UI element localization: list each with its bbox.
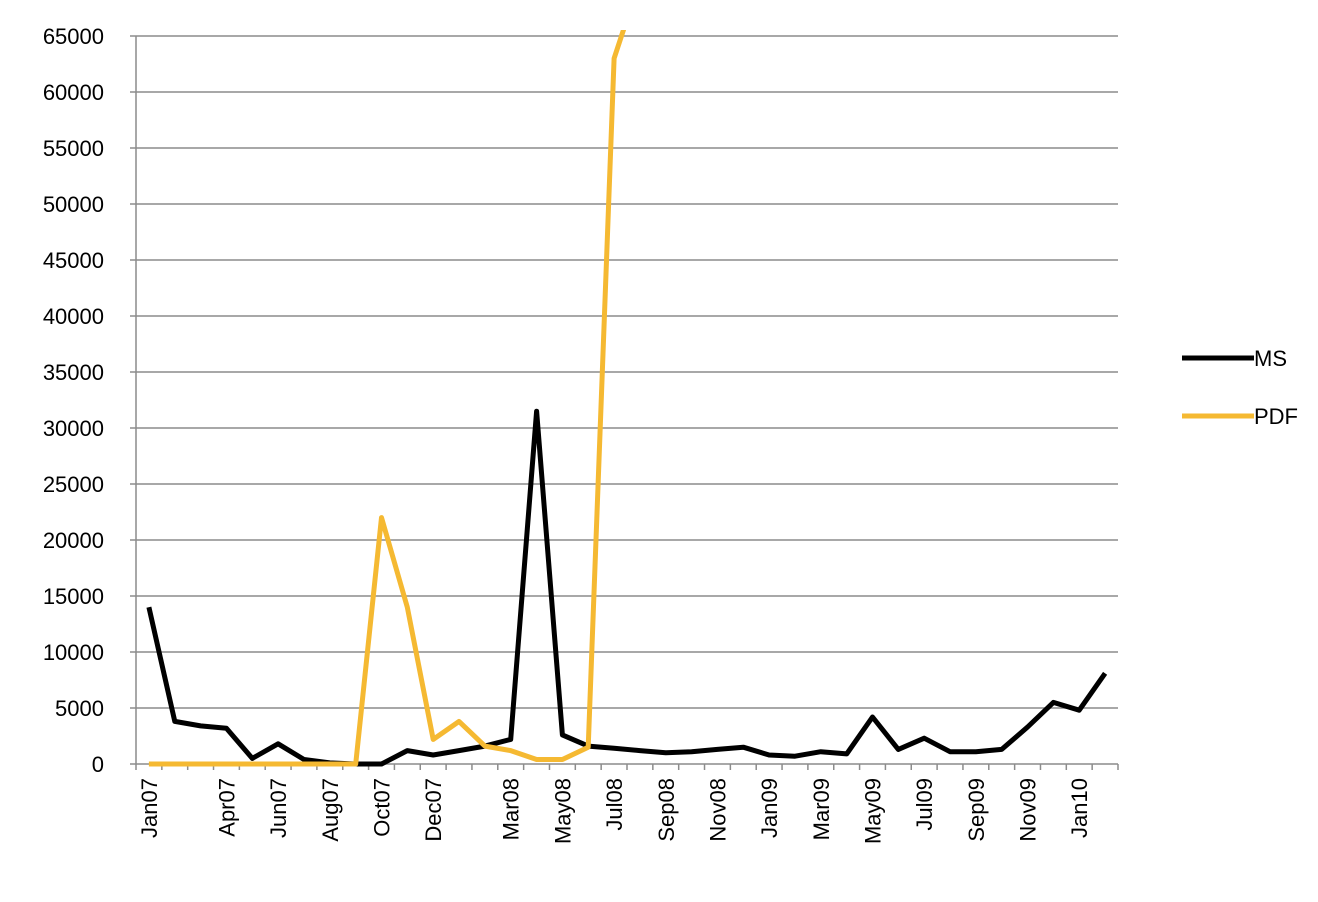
gridlines — [136, 35, 1118, 709]
y-tick-label: 25000 — [43, 472, 104, 497]
y-tick-label: 60000 — [43, 80, 104, 105]
y-tick-label: 35000 — [43, 360, 104, 385]
legend-label-pdf: PDF — [1254, 404, 1298, 429]
x-tick-label: Jan10 — [1067, 778, 1092, 838]
y-tick-label: 15000 — [43, 584, 104, 609]
legend: MS PDF — [1182, 346, 1298, 429]
series-lines — [146, 30, 1108, 767]
y-tick-label: 45000 — [43, 248, 104, 273]
x-tick-label: May09 — [861, 778, 886, 844]
x-axis-tick-labels: Jan07 Apr07 Jun07 Aug07 Oct07 Dec07 Mar08 May08… — [137, 778, 1092, 844]
series-line-ms — [146, 408, 1108, 767]
x-tick-label: Mar09 — [809, 778, 834, 840]
y-tick-label: 10000 — [43, 640, 104, 665]
y-axis-tick-labels: 0 5000 10000 15000 20000 25000 30000 35000 40000… — [43, 24, 104, 777]
legend-label-ms: MS — [1254, 346, 1287, 371]
x-tick-label: Sep09 — [964, 778, 989, 842]
x-tick-label: Sep08 — [654, 778, 679, 842]
y-tick-label: 20000 — [43, 528, 104, 553]
y-tick-label: 40000 — [43, 304, 104, 329]
legend-item-pdf: PDF — [1182, 404, 1298, 429]
x-tick-label: Apr07 — [214, 778, 239, 837]
x-tick-label: Nov09 — [1016, 778, 1041, 842]
y-tick-label: 5000 — [55, 696, 104, 721]
x-tick-label: Mar08 — [499, 778, 524, 840]
x-tick-label: Jul08 — [602, 778, 627, 831]
x-tick-label: Jun07 — [266, 778, 291, 838]
x-tick-label: Oct07 — [370, 778, 395, 837]
x-tick-label: Jul09 — [912, 778, 937, 831]
series-line-pdf — [148, 30, 627, 767]
y-tick-label: 30000 — [43, 416, 104, 441]
axes — [130, 35, 1119, 770]
y-tick-label: 50000 — [43, 192, 104, 217]
x-tick-label: May08 — [550, 778, 575, 844]
x-tick-label: Jan07 — [137, 778, 162, 838]
x-tick-label: Dec07 — [421, 778, 446, 842]
y-tick-label: 55000 — [43, 136, 104, 161]
y-tick-label: 65000 — [43, 24, 104, 49]
legend-item-ms: MS — [1182, 346, 1287, 371]
x-tick-label: Aug07 — [318, 778, 343, 842]
x-tick-label: Nov08 — [705, 778, 730, 842]
x-tick-label: Jan09 — [757, 778, 782, 838]
y-tick-label: 0 — [92, 752, 104, 777]
